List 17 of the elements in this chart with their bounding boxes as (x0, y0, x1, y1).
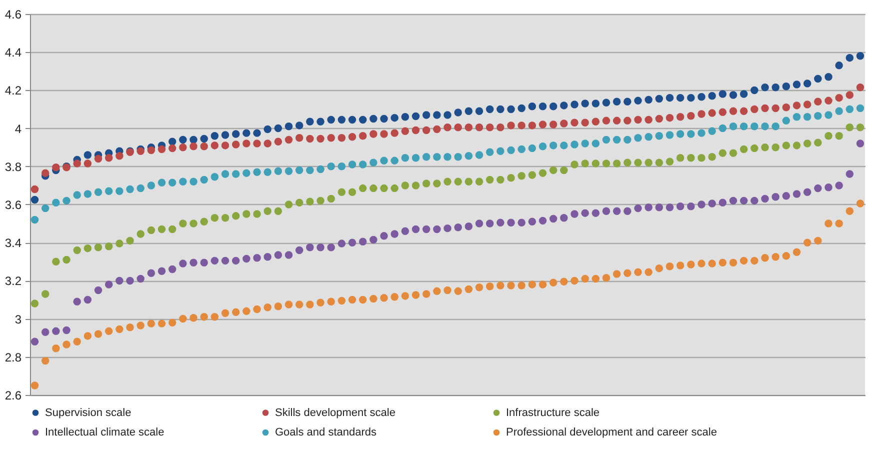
legend-label: Infrastructure scale (506, 406, 600, 419)
y-tick-label: 3 (14, 312, 22, 326)
y-tick-label: 2.8 (4, 350, 22, 364)
legend-label: Professional development and career scale (506, 426, 717, 438)
y-tick-label: 2.6 (4, 388, 22, 402)
y-tick-label: 3.6 (4, 198, 22, 212)
y-tick-label: 3.4 (4, 236, 22, 250)
y-tick-label: 4.2 (4, 84, 22, 98)
legend-label: Skills development scale (275, 406, 396, 419)
legend-label: Supervision scale (45, 406, 132, 419)
y-tick-label: 4.6 (4, 8, 22, 22)
y-tick-label: 4.4 (4, 46, 22, 60)
legend-label: Goals and standards (275, 426, 378, 438)
y-tick-label: 3.2 (4, 274, 22, 288)
y-tick-label: 4 (14, 122, 22, 136)
legend-label: Intellectual climate scale (45, 426, 164, 438)
y-tick-label: 3.8 (4, 160, 22, 174)
